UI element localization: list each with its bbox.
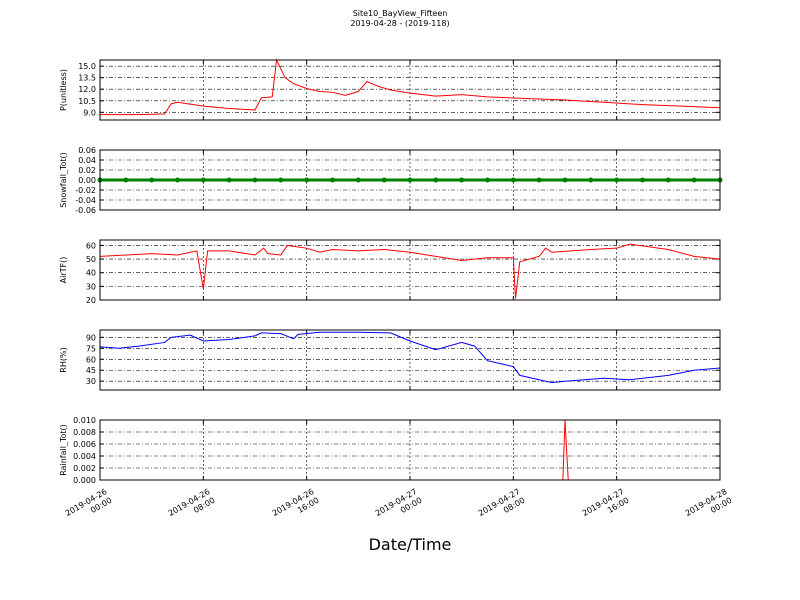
data-point [665,177,671,183]
y-tick-label: 0.006 [73,440,96,449]
y-axis-label: P(unitless) [59,69,68,111]
x-axis-label: Date/Time [369,535,452,554]
y-tick-label: 30 [86,282,96,291]
y-tick-label: -0.02 [75,186,96,195]
y-tick-label: 15.0 [78,62,96,71]
data-point [433,177,439,183]
y-tick-label: 75 [86,344,96,353]
y-tick-label: 40 [86,269,96,278]
y-tick-label: 45 [86,366,96,375]
subtitle: 2019-04-28 - (2019-118) [350,19,449,28]
y-tick-label: 0.04 [78,156,96,165]
plot-frame [99,239,721,301]
y-tick-label: 50 [86,255,96,264]
y-tick-label: 0.02 [78,166,96,175]
data-point [226,177,232,183]
data-point [536,177,542,183]
plot-frame [99,329,721,391]
data-point [588,177,594,183]
y-axis-label: RH(%) [59,347,68,372]
plot-frame [99,419,721,481]
y-axis-label: AirTF() [59,257,68,284]
plot-frame [99,59,721,121]
data-point [614,177,620,183]
data-point [252,177,258,183]
data-point [304,177,310,183]
y-tick-label: 90 [86,333,96,342]
data-point [355,177,361,183]
data-point [123,177,129,183]
data-point [459,177,465,183]
y-tick-label: -0.06 [75,206,96,215]
title: Site10_BayView_Fifteen [353,9,448,18]
data-point [278,177,284,183]
y-tick-label: 12.0 [78,85,96,94]
y-tick-label: 0.010 [73,416,96,425]
y-axis-label: Snowfall_Tot() [59,152,68,208]
y-tick-label: 0.002 [73,464,96,473]
y-tick-label: 0.008 [73,428,96,437]
y-tick-label: 0.06 [78,146,96,155]
y-tick-label: -0.04 [75,196,96,205]
data-point [691,177,697,183]
data-point [149,177,155,183]
y-tick-label: 60 [86,241,96,250]
data-line [99,331,721,384]
data-point [175,177,180,183]
data-point [330,177,335,183]
data-point [485,177,490,183]
y-tick-label: 0.004 [73,452,96,461]
y-tick-label: 10.5 [78,97,96,106]
y-tick-label: 13.5 [78,74,96,83]
data-point [510,177,516,183]
data-line [99,243,721,299]
data-point [381,177,387,183]
data-point [562,177,568,183]
data-line [100,58,721,116]
y-tick-label: 0.00 [78,176,96,185]
y-tick-label: 30 [86,377,96,386]
plot-frame [99,149,721,211]
y-tick-label: 9.0 [83,108,96,117]
data-point [407,177,413,183]
y-tick-label: 60 [86,355,96,364]
y-tick-label: 0.000 [73,476,96,485]
data-point [640,177,645,183]
y-axis-label: Rainfall_Tot() [59,424,68,476]
data-point [200,177,206,183]
y-tick-label: 20 [86,296,96,305]
